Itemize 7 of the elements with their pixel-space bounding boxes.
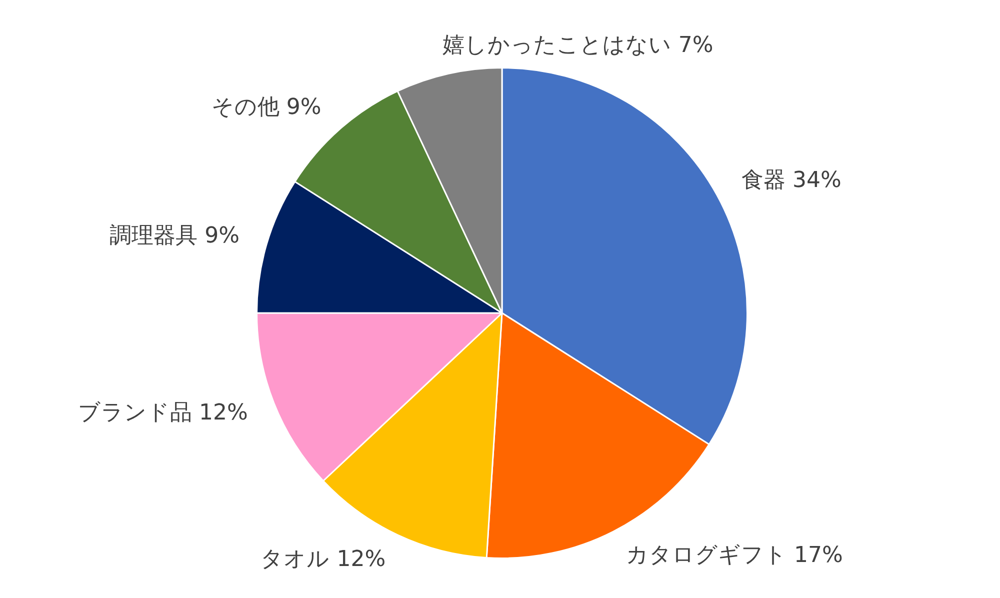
slice-label: タオル 12%	[260, 546, 386, 572]
slice-label: カタログギフト 17%	[626, 543, 843, 568]
slice-label: 嬉しかったことはない 7%	[442, 33, 714, 58]
slice-label: その他 9%	[211, 94, 322, 120]
slice-label: 調理器具 9%	[110, 223, 240, 248]
slice-label: ブランド品 12%	[78, 400, 248, 426]
slice-label: 食器 34%	[741, 168, 842, 194]
